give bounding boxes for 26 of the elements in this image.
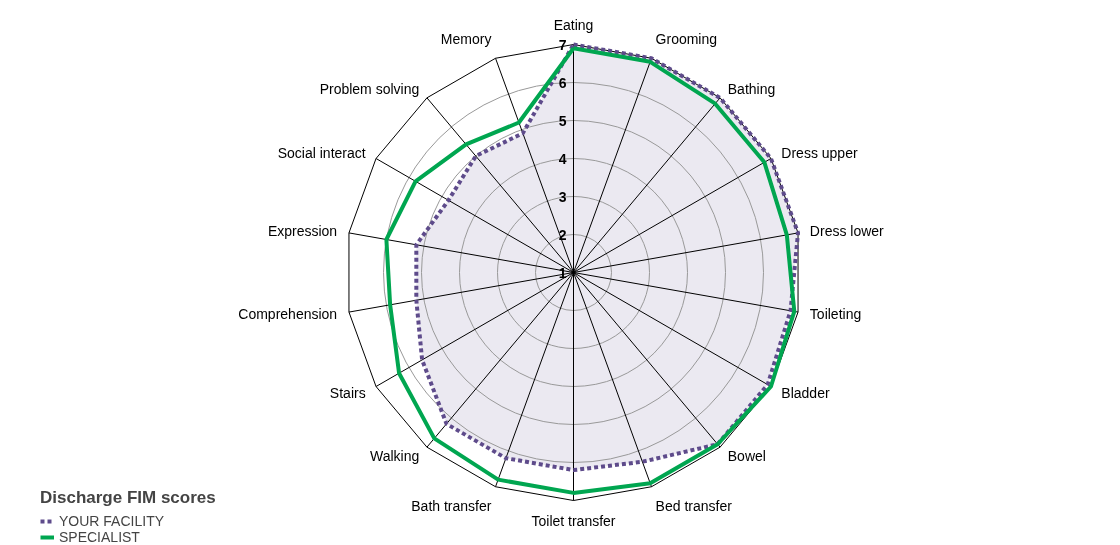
spoke-label: Dress lower (809, 222, 885, 239)
spoke-label: Bed transfer (655, 498, 733, 515)
spoke-label: Toileting (809, 306, 862, 323)
y-tick-label: 5 (558, 112, 567, 129)
spoke-label: Memory (440, 30, 492, 47)
spoke-label: Dress upper (781, 144, 858, 161)
spoke-label: Bathing (727, 80, 776, 97)
spoke-label: Social interact (277, 144, 366, 161)
spoke-label: Bath transfer (411, 498, 492, 515)
y-tick-label: 2 (558, 226, 567, 243)
y-tick-label: 3 (558, 188, 567, 205)
y-tick-label: 4 (558, 150, 567, 167)
spoke-label: Eating (553, 16, 594, 33)
y-tick-label: 6 (558, 74, 567, 91)
spoke-label: Toilet transfer (531, 512, 616, 529)
spoke-label: Stairs (329, 384, 366, 401)
spoke-label: Grooming (655, 30, 718, 47)
legend-label: YOUR FACILITY (59, 513, 165, 529)
spoke-label: Walking (369, 448, 420, 465)
legend-label: SPECIALIST (59, 529, 140, 545)
legend-title: Discharge FIM scores (40, 488, 216, 508)
spoke-label: Comprehension (238, 306, 338, 323)
spoke-label: Problem solving (319, 80, 420, 97)
spoke-label: Bladder (781, 384, 830, 401)
spoke-label: Expression (267, 222, 338, 239)
spoke-label: Bowel (727, 448, 766, 465)
